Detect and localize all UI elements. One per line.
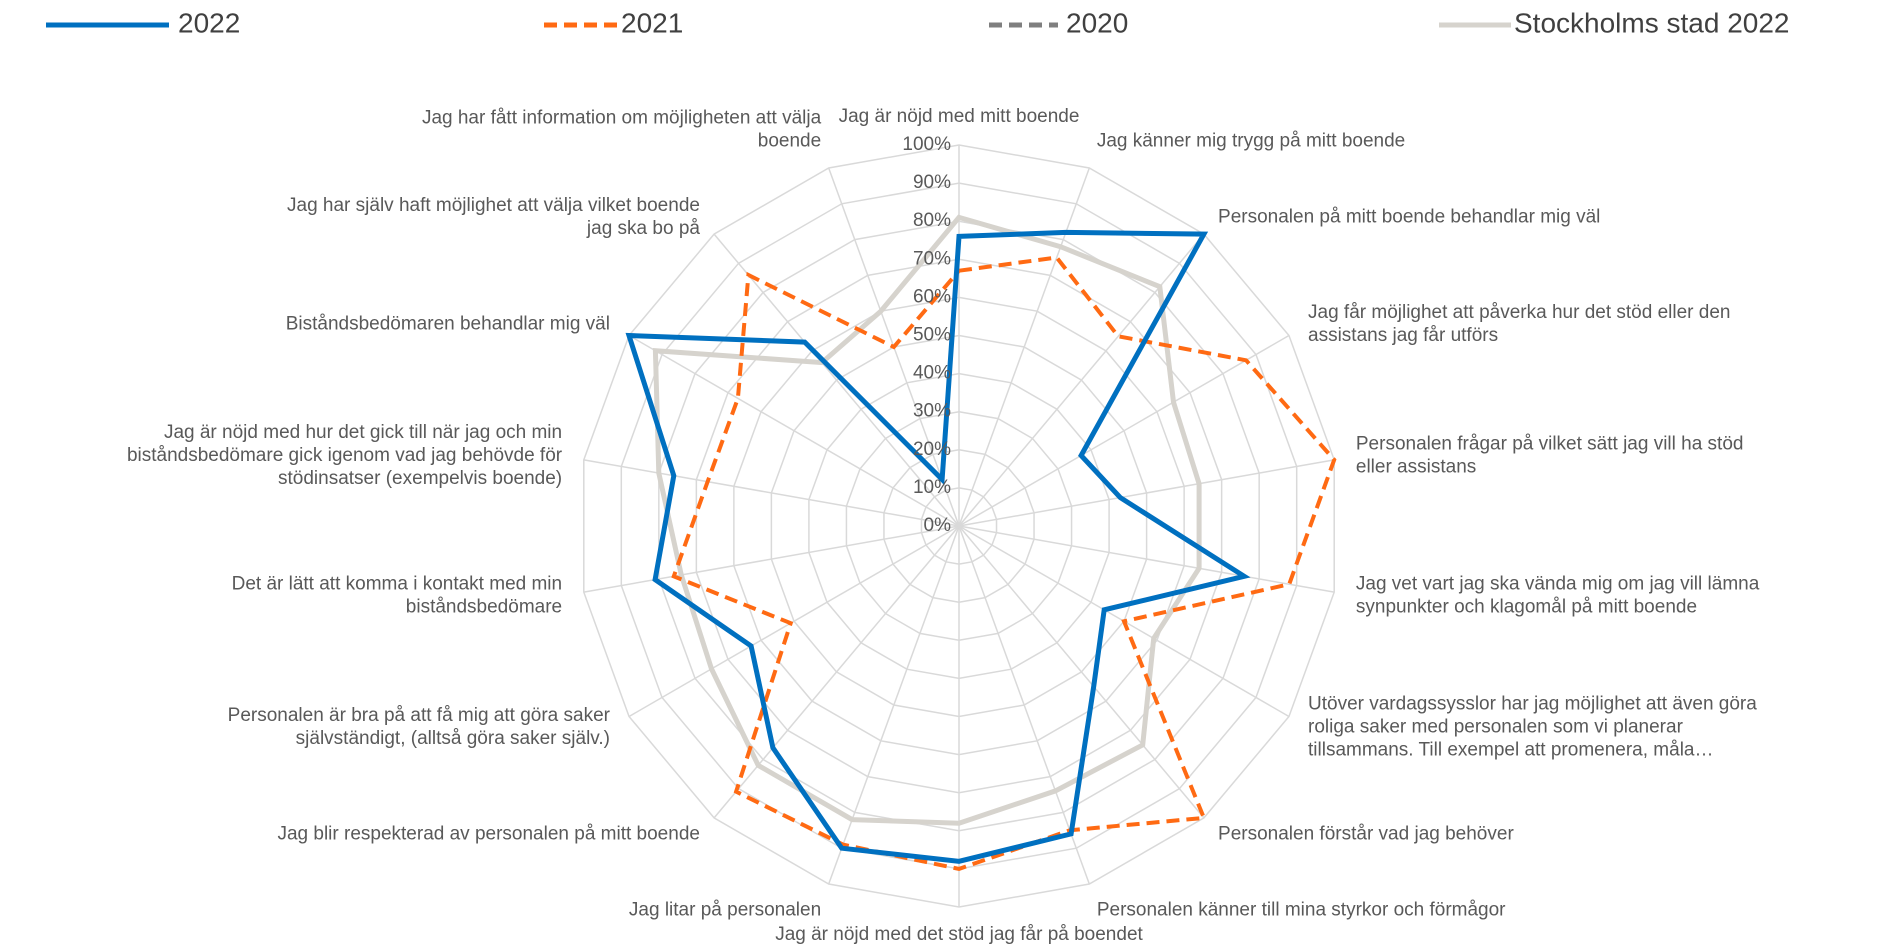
y-tick-label: 50% [913, 325, 951, 346]
spoke [958, 525, 1205, 819]
y-tick-label: 30% [913, 401, 951, 422]
category-label: Utöver vardagssysslor har jag möjlighet … [1308, 694, 1757, 761]
category-label: Jag litar på personalen [629, 900, 821, 921]
spoke [958, 525, 1091, 885]
category-label: Jag är nöjd med hur det gick till när ja… [127, 422, 563, 489]
spoke [958, 525, 1335, 593]
category-label: Jag är nöjd med mitt boende [839, 106, 1080, 127]
series-line [671, 255, 1337, 871]
spoke [628, 525, 960, 718]
y-tick-label: 40% [913, 363, 951, 384]
y-tick-label: 0% [924, 515, 952, 536]
category-label: Jag är nöjd med det stöd jag får på boen… [775, 924, 1143, 945]
category-label: Biståndsbedömaren behandlar mig väl [286, 314, 610, 335]
legend-label: Stockholms stad 2022 [1514, 7, 1790, 38]
spoke [583, 525, 960, 593]
legend-label: 2021 [621, 7, 683, 38]
y-tick-label: 80% [913, 210, 951, 231]
category-label: Jag har fått information om möjligheten … [422, 107, 822, 151]
spoke [628, 334, 960, 527]
category-label: Det är lätt att komma i kontakt med min b… [232, 573, 563, 617]
y-tick-label: 10% [913, 477, 951, 498]
series-line [652, 214, 1202, 826]
y-tick-label: 60% [913, 286, 951, 307]
spoke [958, 167, 1091, 527]
spoke [827, 525, 960, 885]
y-tick-label: 90% [913, 172, 951, 193]
spoke [713, 233, 960, 527]
y-tick-label: 100% [902, 134, 951, 155]
series-line [625, 229, 1251, 864]
category-label: Personalen är bra på att få mig att göra… [228, 705, 611, 749]
y-tick-label: 70% [913, 248, 951, 269]
category-label: Jag blir respekterad av personalen på mi… [277, 824, 699, 845]
spoke [958, 459, 1335, 527]
category-label: Personalen på mitt boende behandlar mig … [1218, 206, 1600, 227]
category-label: Jag har själv haft möjlighet att välja v… [287, 195, 700, 239]
spoke [958, 334, 1290, 527]
category-label: Personalen förstår vad jag behöver [1218, 824, 1514, 845]
category-label: Jag vet vart jag ska vända mig om jag vi… [1356, 573, 1760, 617]
legend-label: 2022 [178, 7, 240, 38]
category-label: Jag känner mig trygg på mitt boende [1097, 130, 1405, 151]
spoke [958, 233, 1205, 527]
spoke [583, 459, 960, 527]
legend-label: 2020 [1066, 7, 1128, 38]
category-label: Personalen frågar på vilket sätt jag vil… [1356, 434, 1744, 478]
spoke [713, 525, 960, 819]
category-label: Personalen känner till mina styrkor och … [1097, 900, 1506, 921]
category-label: Jag får möjlighet att påverka hur det st… [1308, 302, 1730, 346]
y-tick-label: 20% [913, 439, 951, 460]
